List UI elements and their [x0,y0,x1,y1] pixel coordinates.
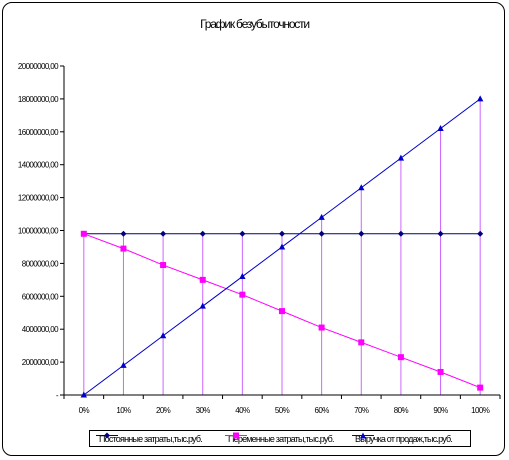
data-point-triangle [437,125,444,132]
data-point-square [318,324,325,331]
data-point-triangle [159,332,167,339]
y-tick-label: 16000000,00 [18,128,59,137]
data-point-diamond [279,230,285,237]
y-tick-label: 4000000,00 [22,325,59,334]
data-point-square [437,368,444,375]
legend-label-fixed-costs: Постоянные затраты,тыс.руб. [99,433,203,444]
x-tick-label: 0% [79,406,90,415]
y-tick-label: 18000000,00 [18,95,59,104]
data-point-triangle [397,154,405,161]
x-tick-label: 80% [394,406,409,415]
data-point-triangle [358,184,365,191]
data-point-square [239,291,246,298]
data-point-diamond [318,230,325,237]
data-point-square [477,384,484,391]
y-tick-label: 2000000,00 [22,358,59,367]
diamond-marker-icon [96,432,118,439]
data-point-square [397,354,404,361]
data-point-triangle [80,391,88,398]
x-tick-label: 40% [235,406,250,415]
legend-item-revenue: Выручка от продаж,тыс.руб. [352,431,453,446]
data-point-diamond [437,230,444,237]
y-tick-label: 12000000,00 [18,194,59,203]
x-tick-label: 20% [156,406,171,415]
data-point-square [80,230,87,237]
data-point-square [358,339,365,346]
data-point-diamond [477,230,484,237]
y-tick-label: - [56,391,59,400]
data-point-triangle [278,243,286,250]
data-point-triangle [199,302,206,309]
x-tick-label: 60% [315,406,330,415]
x-tick-label: 50% [275,406,290,415]
data-point-triangle [318,213,325,220]
x-tick-label: 90% [433,406,448,415]
y-tick-label: 14000000,00 [18,161,59,170]
y-tick-label: 10000000,00 [18,227,59,236]
data-point-triangle [120,361,127,368]
data-point-triangle [239,273,246,280]
y-tick-label: 20000000,00 [18,62,59,71]
data-point-diamond [239,230,246,237]
x-tick-label: 70% [354,406,369,415]
data-point-square [279,308,285,315]
x-tick-label: 30% [196,406,211,415]
legend-item-variable-costs: Переменные затраты,тыс.руб. [225,431,335,446]
chart-title: График безубыточности [200,17,310,31]
y-tick-label: 6000000,00 [22,292,59,301]
x-tick-label: 10% [116,406,131,415]
data-point-diamond [397,230,404,237]
data-point-diamond [199,230,206,237]
legend-label-variable-costs: Переменные затраты,тыс.руб. [228,433,335,444]
legend-label-revenue: Выручка от продаж,тыс.руб. [355,433,453,444]
data-point-square [120,245,127,252]
chart-area [2,2,505,456]
y-tick-label: 8000000,00 [22,259,59,268]
data-point-diamond [358,230,365,237]
data-point-square [199,276,206,283]
square-marker-icon [225,432,247,439]
data-point-triangle [476,95,484,102]
legend-item-fixed-costs: Постоянные затраты,тыс.руб. [96,431,203,446]
data-point-square [160,262,167,269]
x-tick-label: 100% [471,406,490,415]
data-point-diamond [120,230,127,237]
triangle-marker-icon [352,432,374,439]
legend: Постоянные затраты,тыс.руб. Переменные з… [89,430,471,447]
data-point-diamond [160,230,167,237]
